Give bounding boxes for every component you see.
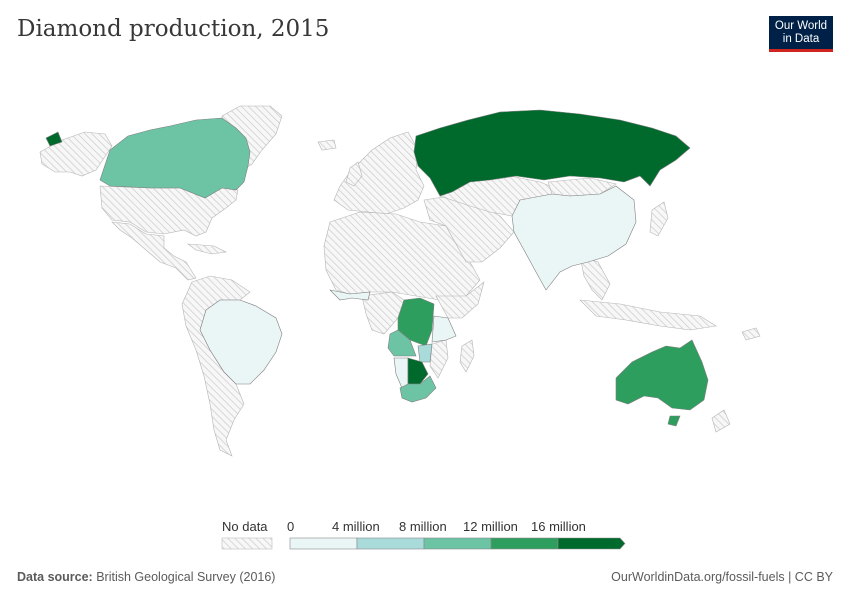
legend-bin-3 <box>490 537 559 550</box>
footer-url[interactable]: OurWorldinData.org/fossil-fuels | CC BY <box>611 570 833 584</box>
region-botswana[interactable] <box>407 357 429 385</box>
chart-title: Diamond production, 2015 <box>17 16 330 42</box>
region-uk[interactable] <box>345 161 363 187</box>
map-legend <box>221 537 626 550</box>
region-namibia[interactable] <box>393 357 409 389</box>
region-angola[interactable] <box>387 329 417 357</box>
region-europe[interactable] <box>333 131 425 215</box>
region-zimbabwe[interactable] <box>417 343 433 363</box>
region-southeast-asia[interactable] <box>579 255 611 301</box>
region-south-africa[interactable] <box>399 375 437 403</box>
legend-bin-4 <box>557 537 626 550</box>
region-pacific-islands[interactable] <box>741 327 761 341</box>
region-caribbean[interactable] <box>186 243 227 255</box>
region-iceland[interactable] <box>317 139 337 151</box>
data-source: Data source: British Geological Survey (… <box>17 570 275 584</box>
region-tanzania[interactable] <box>431 315 457 343</box>
region-japan[interactable] <box>649 201 669 237</box>
legend-no-data-swatch <box>221 537 273 550</box>
owid-logo[interactable]: Our World in Data <box>769 16 833 52</box>
region-central-africa[interactable] <box>361 291 405 335</box>
legend-bin-0 <box>289 537 358 550</box>
region-west-africa[interactable] <box>329 289 371 301</box>
region-madagascar[interactable] <box>459 339 475 373</box>
data-source-label: Data source: <box>17 570 93 584</box>
logo-line-2: in Data <box>782 33 820 45</box>
region-mozambique[interactable] <box>429 339 449 379</box>
region-china-india[interactable] <box>511 185 637 291</box>
region-russia[interactable] <box>413 109 691 197</box>
region-greenland-west[interactable] <box>45 131 63 147</box>
region-new-zealand[interactable] <box>711 409 731 433</box>
legend-bin-1 <box>356 537 425 550</box>
region-tasmania[interactable] <box>667 415 681 427</box>
region-mexico[interactable] <box>111 221 197 281</box>
logo-line-1: Our World <box>774 20 828 32</box>
region-south-america-nodata[interactable] <box>181 275 251 457</box>
region-australia[interactable] <box>615 339 709 411</box>
data-source-text: British Geological Survey (2016) <box>96 570 276 584</box>
region-brazil[interactable] <box>199 299 283 385</box>
region-canada[interactable] <box>99 117 251 199</box>
region-indonesia[interactable] <box>579 299 717 331</box>
legend-bin-2 <box>423 537 492 550</box>
